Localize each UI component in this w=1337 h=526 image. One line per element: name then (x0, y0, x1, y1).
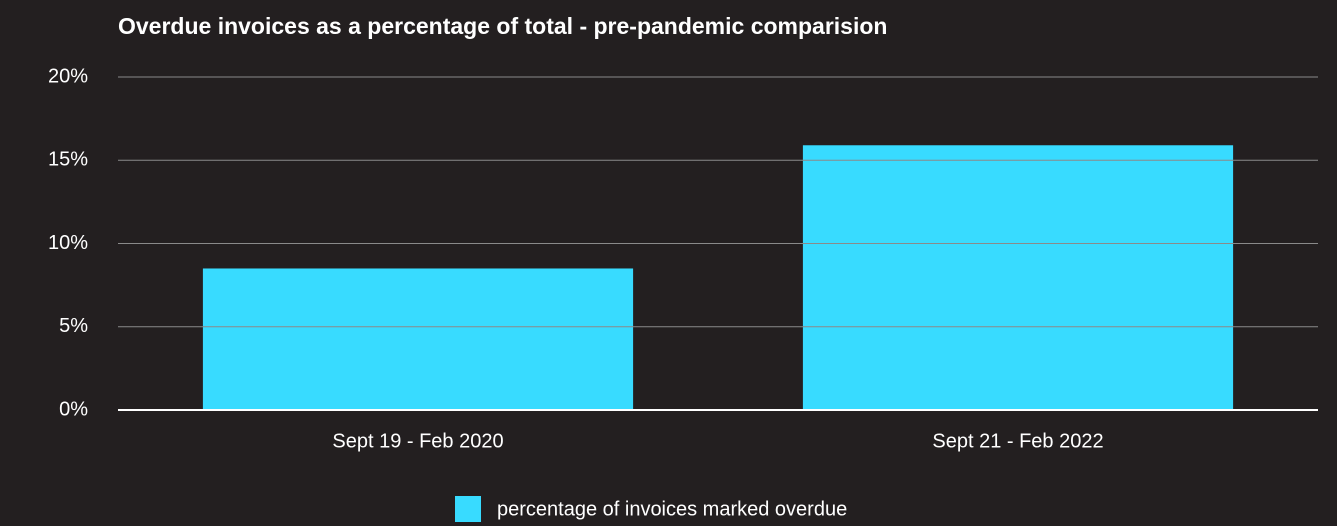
x-tick-label: Sept 21 - Feb 2022 (932, 430, 1103, 452)
legend-swatch (455, 496, 481, 522)
y-tick-label: 0% (59, 398, 88, 420)
bar (202, 268, 634, 410)
legend-label: percentage of invoices marked overdue (497, 498, 847, 520)
y-tick-label: 5% (59, 315, 88, 337)
y-tick-label: 10% (48, 232, 88, 254)
y-tick-label: 15% (48, 149, 88, 171)
x-tick-label: Sept 19 - Feb 2020 (332, 430, 503, 452)
chart-title: Overdue invoices as a percentage of tota… (118, 13, 887, 39)
bar (802, 145, 1234, 410)
y-tick-label: 20% (48, 65, 88, 87)
